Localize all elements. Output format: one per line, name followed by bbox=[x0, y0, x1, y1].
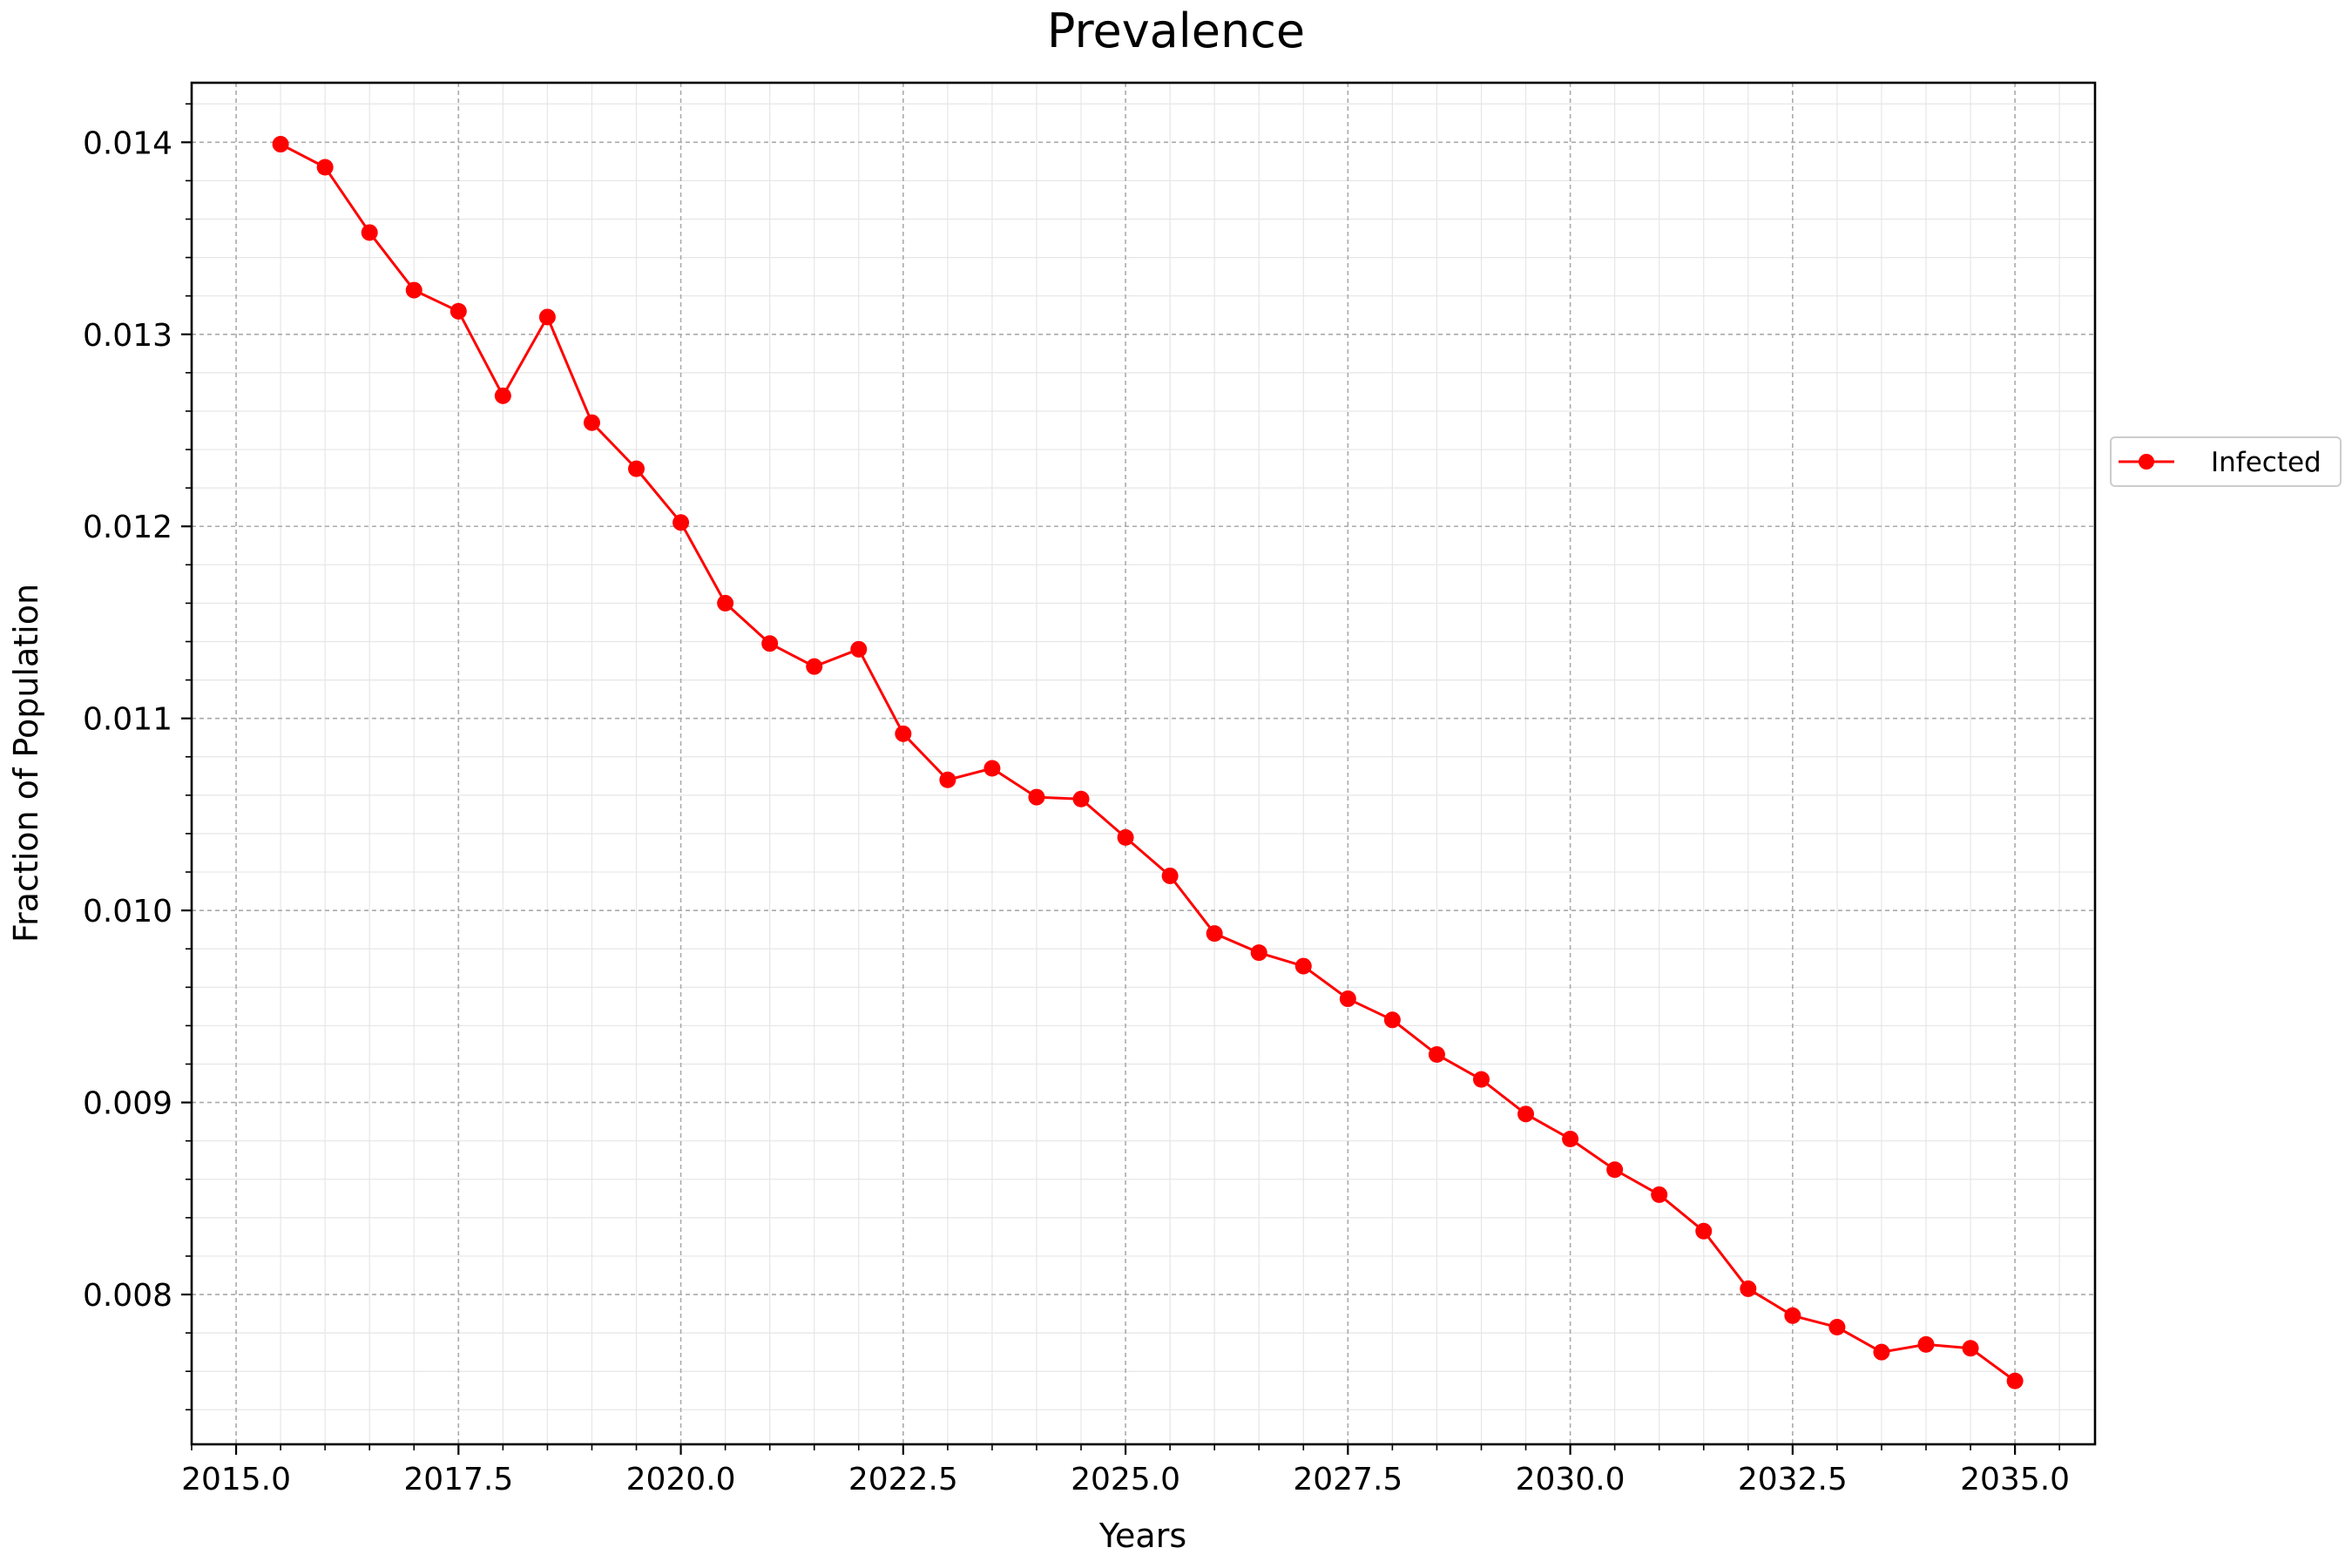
data-point-infected bbox=[1651, 1186, 1668, 1203]
data-point-infected bbox=[316, 159, 334, 176]
data-point-infected bbox=[2006, 1372, 2024, 1389]
data-point-infected bbox=[806, 658, 823, 675]
data-point-infected bbox=[1562, 1130, 1579, 1147]
data-point-infected bbox=[1472, 1071, 1490, 1088]
legend-box bbox=[2110, 436, 2342, 487]
data-point-infected bbox=[405, 281, 422, 299]
data-point-infected bbox=[449, 302, 467, 320]
data-point-infected bbox=[850, 640, 868, 658]
y-tick-label: 0.014 bbox=[83, 125, 172, 161]
data-point-infected bbox=[761, 635, 779, 652]
x-tick-label: 2035.0 bbox=[1960, 1462, 2070, 1497]
data-point-infected bbox=[1828, 1319, 1846, 1336]
x-tick-label: 2020.0 bbox=[626, 1462, 736, 1497]
x-axis-ticks: 2015.0 2017.5 2020.0 2022.5 2025.0 2027.5 2030… bbox=[181, 1444, 2070, 1497]
series-layer bbox=[272, 136, 2024, 1389]
data-point-infected bbox=[538, 308, 556, 326]
data-point-infected bbox=[272, 136, 289, 153]
data-point-infected bbox=[1428, 1045, 1445, 1063]
data-point-infected bbox=[1695, 1222, 1713, 1240]
data-point-infected bbox=[717, 594, 734, 612]
y-axis-ticks: 0.008 0.009 0.010 0.011 0.012 0.013 0.014 bbox=[83, 103, 192, 1411]
data-point-infected bbox=[628, 460, 645, 477]
data-point-infected bbox=[1206, 925, 1223, 943]
data-point-infected bbox=[1873, 1343, 1890, 1361]
y-axis-label: Fraction of Population bbox=[7, 584, 45, 943]
y-tick-label: 0.013 bbox=[83, 318, 172, 354]
x-tick-label: 2017.5 bbox=[403, 1462, 513, 1497]
data-point-infected bbox=[1072, 790, 1090, 808]
chart-title: Prevalence bbox=[1047, 3, 1305, 58]
y-tick-label: 0.011 bbox=[83, 702, 172, 738]
data-point-infected bbox=[1294, 957, 1312, 975]
data-point-infected bbox=[1250, 944, 1267, 962]
x-tick-label: 2030.0 bbox=[1516, 1462, 1625, 1497]
x-tick-label: 2032.5 bbox=[1738, 1462, 1848, 1497]
data-point-infected bbox=[1784, 1307, 1801, 1324]
data-point-infected bbox=[494, 387, 511, 404]
y-tick-label: 0.009 bbox=[83, 1086, 172, 1122]
data-point-infected bbox=[895, 725, 912, 742]
y-tick-label: 0.008 bbox=[83, 1278, 172, 1314]
data-point-infected bbox=[583, 414, 600, 431]
x-axis-label: Years bbox=[1098, 1517, 1186, 1555]
data-point-infected bbox=[1161, 867, 1179, 884]
data-point-infected bbox=[939, 771, 956, 788]
plot-area-frame bbox=[190, 81, 2097, 1446]
legend-marker-swatch bbox=[2139, 454, 2154, 470]
data-point-infected bbox=[1962, 1340, 1979, 1357]
legend: Infected bbox=[2110, 436, 2342, 487]
data-point-infected bbox=[361, 224, 378, 241]
data-point-infected bbox=[1339, 990, 1356, 1008]
minor-grid bbox=[191, 83, 2095, 1444]
x-tick-label: 2015.0 bbox=[181, 1462, 291, 1497]
data-point-infected bbox=[983, 760, 1001, 777]
data-point-infected bbox=[1117, 828, 1134, 846]
series-line-infected bbox=[280, 143, 2016, 1382]
x-tick-label: 2025.0 bbox=[1071, 1462, 1180, 1497]
data-point-infected bbox=[672, 514, 690, 531]
data-point-infected bbox=[1740, 1280, 1757, 1297]
data-point-infected bbox=[1606, 1161, 1624, 1179]
y-tick-label: 0.010 bbox=[83, 894, 172, 929]
major-grid bbox=[192, 83, 2095, 1444]
x-tick-label: 2022.5 bbox=[848, 1462, 958, 1497]
data-point-infected bbox=[1517, 1105, 1535, 1123]
x-tick-label: 2027.5 bbox=[1293, 1462, 1402, 1497]
data-point-infected bbox=[1383, 1011, 1401, 1029]
legend-label-infected: Infected bbox=[2211, 447, 2322, 478]
data-point-infected bbox=[1917, 1335, 1935, 1353]
data-point-infected bbox=[1028, 788, 1045, 806]
y-tick-label: 0.012 bbox=[83, 510, 172, 545]
